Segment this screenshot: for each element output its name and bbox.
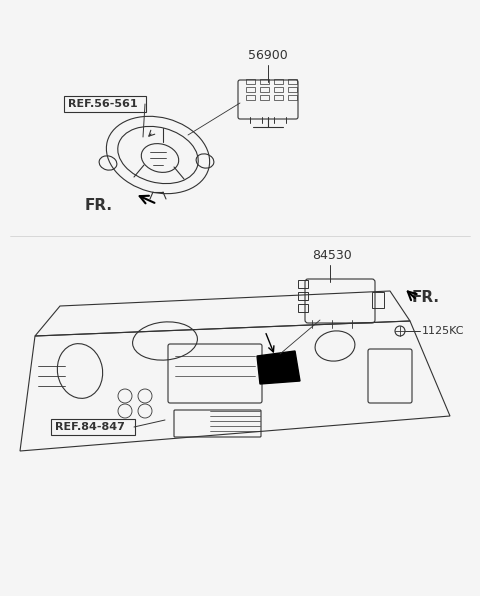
- Bar: [260, 79, 269, 84]
- Bar: [246, 87, 255, 92]
- Bar: [246, 95, 255, 100]
- Bar: [288, 95, 297, 100]
- Text: 56900: 56900: [248, 49, 288, 62]
- Bar: [274, 79, 283, 84]
- Bar: [246, 79, 255, 84]
- Text: FR.: FR.: [412, 290, 440, 306]
- Bar: [298, 292, 308, 300]
- Bar: [298, 280, 308, 288]
- Bar: [274, 87, 283, 92]
- Text: REF.56-561: REF.56-561: [68, 99, 138, 109]
- Bar: [288, 79, 297, 84]
- Text: REF.84-847: REF.84-847: [55, 422, 125, 432]
- Bar: [298, 304, 308, 312]
- Polygon shape: [257, 351, 300, 384]
- Bar: [260, 87, 269, 92]
- Text: 84530: 84530: [312, 249, 352, 262]
- Bar: [372, 292, 384, 308]
- Bar: [288, 87, 297, 92]
- Text: FR.: FR.: [85, 198, 113, 213]
- Bar: [274, 95, 283, 100]
- Bar: [260, 95, 269, 100]
- Text: 1125KC: 1125KC: [422, 326, 465, 336]
